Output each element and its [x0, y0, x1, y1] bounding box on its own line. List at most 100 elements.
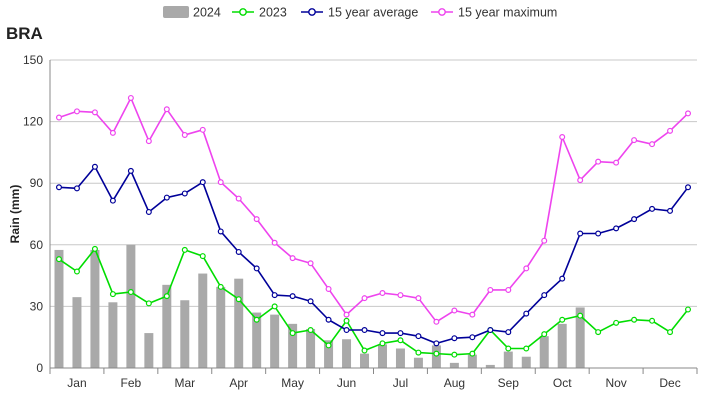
data-point [667, 329, 674, 336]
data-point [505, 329, 512, 336]
data-point [505, 345, 512, 352]
data-point [55, 256, 62, 263]
data-point [685, 184, 692, 191]
data-point [415, 349, 422, 356]
data-point [307, 298, 314, 305]
bar [234, 278, 244, 368]
data-point [55, 114, 62, 121]
data-point [379, 340, 386, 347]
data-point [397, 330, 404, 337]
x-tick-label: Dec [659, 376, 680, 390]
legend-label: 15 year maximum [458, 6, 557, 20]
data-point [163, 293, 170, 300]
data-point [685, 306, 692, 313]
data-point [109, 129, 116, 136]
data-point [595, 329, 602, 336]
data-point [415, 295, 422, 302]
x-tick-label: Apr [229, 376, 248, 390]
data-point [685, 110, 692, 117]
bar [467, 354, 477, 368]
bar [252, 312, 262, 368]
data-point [559, 275, 566, 282]
data-point [433, 340, 440, 347]
data-point [325, 316, 332, 323]
bar [449, 362, 459, 368]
bar [324, 340, 334, 368]
bar [108, 302, 118, 368]
data-point [541, 237, 548, 244]
data-point [91, 109, 98, 116]
bar [557, 323, 567, 368]
data-point [271, 303, 278, 310]
data-point [145, 138, 152, 145]
data-point [217, 228, 224, 235]
chart-title: BRA [6, 24, 43, 43]
data-point [613, 225, 620, 232]
y-axis-title: Rain (mm) [8, 185, 22, 244]
data-point [55, 184, 62, 191]
data-point [451, 335, 458, 342]
data-point [487, 286, 494, 293]
bar [270, 314, 280, 368]
bar [288, 323, 298, 368]
data-point [127, 167, 134, 174]
bar [503, 351, 513, 368]
data-point [289, 255, 296, 262]
data-point [253, 265, 260, 272]
data-point [271, 292, 278, 299]
bar [521, 356, 531, 368]
data-point [127, 289, 134, 296]
data-point [433, 318, 440, 325]
series-line [58, 248, 689, 356]
data-point [109, 197, 116, 204]
data-point [667, 207, 674, 214]
data-point [217, 283, 224, 290]
bar-series-2024 [54, 244, 585, 368]
bar [413, 357, 423, 368]
y-tick-label: 60 [30, 238, 44, 252]
legend-swatch-marker [308, 8, 316, 16]
data-point [199, 253, 206, 260]
bar [377, 344, 387, 368]
bar [539, 336, 549, 368]
data-point [199, 179, 206, 186]
data-point [613, 159, 620, 166]
data-point [217, 179, 224, 186]
data-point [433, 350, 440, 357]
data-point [667, 127, 674, 134]
bar [180, 300, 190, 368]
legend-item-2024: 2024 [163, 6, 221, 20]
data-point [73, 108, 80, 115]
data-point [649, 205, 656, 212]
legend-label: 15 year average [328, 6, 418, 20]
x-tick-label: Jun [337, 376, 356, 390]
data-point [397, 292, 404, 299]
legend-label: 2023 [259, 6, 287, 20]
data-point [595, 230, 602, 237]
data-point [289, 293, 296, 300]
data-point [361, 347, 368, 354]
data-point [361, 295, 368, 302]
bar [90, 249, 100, 368]
x-tick-label: Jan [67, 376, 86, 390]
data-point [289, 330, 296, 337]
legend: 2024 2023 15 year average 15 year maximum [163, 6, 557, 20]
bar [360, 353, 370, 368]
data-point [631, 216, 638, 223]
series-line [58, 165, 689, 345]
data-point [631, 316, 638, 323]
x-tick-label: Feb [121, 376, 142, 390]
data-point [91, 245, 98, 252]
data-point [613, 319, 620, 326]
x-tick-label: Mar [174, 376, 195, 390]
data-point [451, 351, 458, 358]
bar [162, 284, 172, 368]
data-point [199, 126, 206, 133]
data-point [577, 230, 584, 237]
data-point [253, 316, 260, 323]
data-point [631, 137, 638, 144]
legend-swatch-marker [239, 8, 247, 16]
gridlines [50, 59, 697, 307]
data-point [343, 327, 350, 334]
bar [72, 297, 82, 368]
